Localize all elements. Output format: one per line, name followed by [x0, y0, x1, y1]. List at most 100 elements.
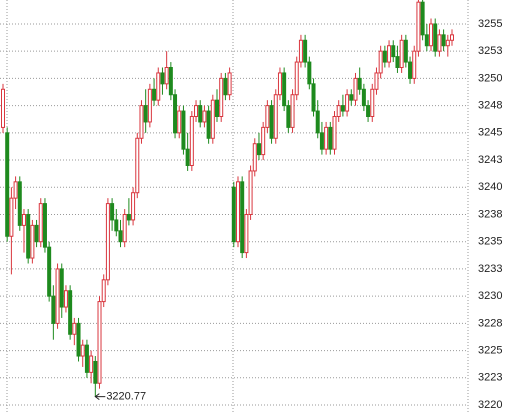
- candle-body: [21, 213, 26, 226]
- candle-body: [403, 39, 408, 63]
- candle-body: [361, 88, 366, 107]
- candle-body: [416, 1, 421, 52]
- candle-body: [105, 203, 110, 281]
- y-tick-label: 3230: [478, 290, 502, 302]
- candle-body: [265, 105, 270, 128]
- candle-body: [408, 61, 413, 79]
- candle-body: [68, 290, 73, 335]
- candle-body: [147, 88, 152, 123]
- y-tick-label: 3255: [478, 18, 502, 30]
- candle-body: [42, 203, 47, 248]
- candle-body: [294, 61, 299, 96]
- y-tick-label: 3243: [478, 154, 502, 166]
- candle-body: [391, 45, 396, 58]
- candle-body: [240, 181, 245, 254]
- candle-body: [395, 56, 400, 69]
- candle-body: [84, 344, 89, 373]
- candle-body: [319, 132, 324, 150]
- y-tick-label: 3235: [478, 236, 502, 248]
- candle-body: [382, 50, 387, 63]
- candle-body: [298, 39, 303, 63]
- candle-body: [378, 50, 383, 74]
- candle-body: [173, 94, 178, 134]
- candle-body: [269, 105, 274, 139]
- candle-body: [126, 213, 131, 221]
- candle-body: [328, 126, 333, 150]
- candle-body: [277, 72, 282, 96]
- candle-body: [252, 143, 257, 172]
- candle-body: [307, 61, 312, 85]
- candle-body: [445, 39, 450, 47]
- candle-body: [156, 72, 161, 101]
- candle-body: [286, 105, 291, 128]
- candle-body: [429, 23, 434, 47]
- candle-body: [235, 181, 240, 243]
- candle-body: [194, 105, 199, 118]
- candle-body: [131, 192, 136, 221]
- candle-body: [152, 88, 157, 101]
- candle-body: [122, 213, 127, 243]
- candle-body: [89, 355, 94, 373]
- candle-body: [198, 105, 203, 123]
- candle-body: [437, 34, 442, 52]
- y-tick-label: 3238: [478, 208, 502, 220]
- candle-body: [160, 72, 165, 85]
- candle-body: [374, 72, 379, 90]
- candle-body: [424, 34, 429, 47]
- candle-body: [441, 34, 446, 47]
- candle-body: [227, 72, 232, 96]
- candle-body: [357, 77, 362, 90]
- candle-body: [164, 67, 169, 85]
- candle-body: [34, 224, 39, 243]
- candle-body: [433, 23, 438, 52]
- candle-body: [26, 213, 31, 259]
- candle-body: [38, 203, 43, 243]
- candle-body: [185, 148, 190, 166]
- candle-body: [336, 105, 341, 118]
- candle-body: [72, 322, 77, 335]
- candle-body: [97, 301, 102, 384]
- candle-body: [13, 181, 18, 199]
- candle-body: [387, 45, 392, 63]
- candle-body: [63, 290, 68, 308]
- candle-body: [17, 181, 22, 226]
- candle-body: [114, 219, 119, 232]
- candle-body: [332, 116, 337, 150]
- candle-body: [30, 224, 35, 259]
- candle-body: [353, 77, 358, 101]
- candle-body: [261, 126, 266, 156]
- candle-body: [51, 295, 56, 324]
- candle-body: [181, 110, 186, 150]
- candle-body: [202, 110, 207, 123]
- candle-body: [177, 110, 182, 134]
- candle-body: [311, 83, 316, 112]
- candle-body: [210, 99, 215, 139]
- y-tick-label: 3253: [478, 45, 502, 57]
- low-annotation: 3220.77: [106, 391, 146, 403]
- candle-body: [231, 186, 236, 243]
- candle-body: [345, 94, 350, 112]
- candle-body: [76, 322, 81, 357]
- candle-body: [324, 126, 329, 150]
- y-tick-label: 3220: [478, 399, 502, 411]
- candle-body: [420, 1, 425, 36]
- candle-body: [256, 143, 261, 156]
- candle-body: [189, 116, 194, 166]
- annotation-arrowhead: [94, 393, 100, 401]
- candle-body: [47, 246, 52, 297]
- y-tick-label: 3223: [478, 372, 502, 384]
- candle-body: [1, 88, 5, 128]
- candle-body: [303, 39, 308, 63]
- candle-body: [290, 94, 295, 128]
- candle-body: [118, 230, 123, 243]
- candle-body: [55, 268, 60, 324]
- candle-body: [223, 77, 228, 96]
- y-tick-label: 3228: [478, 317, 502, 329]
- candle-body: [215, 99, 220, 118]
- y-tick-label: 3258: [478, 0, 502, 3]
- candle-body: [248, 170, 253, 215]
- candle-body: [412, 50, 417, 79]
- candle-body: [101, 279, 106, 303]
- candle-body: [366, 105, 371, 118]
